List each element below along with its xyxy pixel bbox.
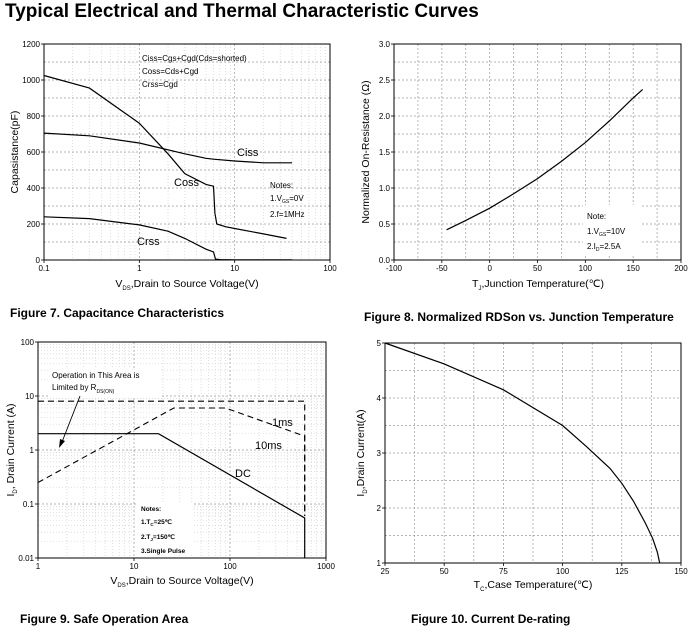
legend-line-ciss: Ciss=Cgs+Cgd(Cds=shorted) bbox=[142, 54, 247, 63]
y-axis-label: Capasistance(pF) bbox=[9, 111, 21, 194]
figure-7-caption: Figure 7. Capacitance Characteristics bbox=[10, 306, 225, 320]
notes-line-1: 1.VGS=0V bbox=[270, 194, 304, 205]
legend-line-crss: Crss=Cgd bbox=[142, 80, 178, 89]
series-line-coss bbox=[43, 74, 287, 239]
series-line-crss bbox=[43, 216, 293, 261]
series-line-ciss bbox=[43, 132, 293, 164]
figure-9-caption: Figure 9. Safe Operation Area bbox=[20, 612, 189, 626]
series-label-ciss: Ciss bbox=[237, 147, 259, 159]
notes-title: Notes: bbox=[270, 181, 293, 190]
page-title: Typical Electrical and Thermal Character… bbox=[5, 1, 479, 22]
plot-frame bbox=[43, 43, 331, 261]
series-label-coss: Coss bbox=[174, 177, 200, 189]
y-tick-label: 1200 bbox=[22, 40, 40, 49]
y-tick-label: 1000 bbox=[22, 76, 40, 85]
figure-8-caption: Figure 8. Normalized RDSon vs. Junction … bbox=[364, 310, 674, 324]
figure-10-caption: Figure 10. Current De-rating bbox=[411, 612, 571, 626]
y-tick-label: 200 bbox=[27, 220, 41, 229]
y-tick-label: 600 bbox=[27, 148, 41, 157]
x-axis-label: VDS,Drain to Source Voltage(V) bbox=[115, 278, 258, 292]
x-tick-label: 0.1 bbox=[38, 264, 50, 273]
x-tick-label: 10 bbox=[230, 264, 239, 273]
y-tick-label: 800 bbox=[27, 112, 41, 121]
x-tick-label: 1 bbox=[137, 264, 142, 273]
x-tick-label: 100 bbox=[323, 264, 337, 273]
notes-line-2: 2.f=1MHz bbox=[270, 210, 304, 219]
series-label-crss: Crss bbox=[137, 236, 160, 248]
legend-line-coss: Coss=Cds+Cgd bbox=[142, 67, 198, 76]
y-tick-label: 400 bbox=[27, 184, 41, 193]
y-tick-label: 0 bbox=[36, 256, 41, 265]
